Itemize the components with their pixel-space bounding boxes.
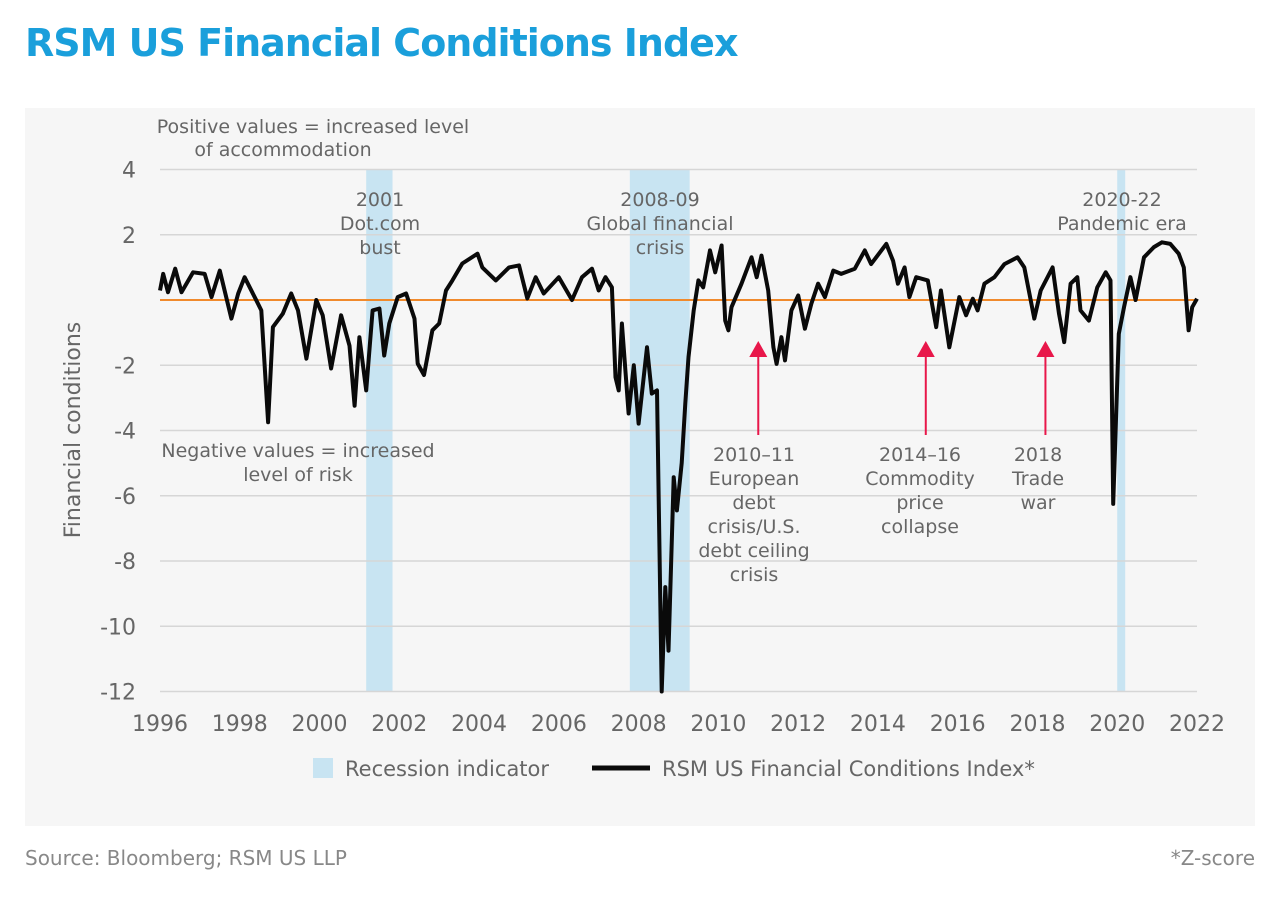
legend: Recession indicator RSM US Financial Con… [313, 757, 1035, 781]
x-tick-labels: 1996 1998 2000 2002 2004 2006 2008 2010 2012 2014… [132, 712, 1225, 737]
x-tick-label: 2010 [690, 712, 746, 737]
legend-swatch-recession [313, 758, 333, 778]
x-tick-label: 2000 [292, 712, 348, 737]
arrow-head-icon [1036, 341, 1055, 357]
annotation-gfc: 2008-09 Global financial crisis [587, 189, 734, 259]
y-tick-label: -6 [114, 485, 136, 510]
y-tick-label: -8 [114, 550, 136, 575]
annotation-european-debt: 2010–11 European debt crisis/U.S. debt ceili… [698, 444, 809, 586]
legend-label-fci: RSM US Financial Conditions Index* [662, 757, 1035, 781]
x-tick-label: 2002 [371, 712, 427, 737]
y-tick-label: 2 [122, 224, 136, 249]
annotation-negative: Negative values = increased level of risk [161, 440, 434, 486]
annotation-positive: Positive values = increased level of acco… [157, 116, 469, 161]
y-axis-label: Financial conditions [61, 322, 86, 539]
annotation-pandemic: 2020-22 Pandemic era [1057, 189, 1186, 235]
source-note: Source: Bloomberg; RSM US LLP [25, 846, 347, 870]
zscore-note: *Z-score [1171, 846, 1255, 870]
legend-label-recession: Recession indicator [345, 757, 549, 781]
x-tick-label: 2022 [1169, 712, 1225, 737]
x-tick-label: 2012 [770, 712, 826, 737]
x-tick-label: 1996 [132, 712, 188, 737]
series-line-fci [158, 240, 1199, 694]
annotation-commodity: 2014–16 Commodity price collapse [865, 444, 975, 538]
x-tick-label: 2014 [850, 712, 906, 737]
x-tick-label: 2016 [930, 712, 986, 737]
arrow-head-icon [916, 341, 935, 357]
annotation-dotcom: 2001 Dot.com bust [340, 189, 420, 259]
y-tick-label: -4 [114, 420, 136, 445]
y-tick-label: -12 [100, 681, 136, 706]
x-tick-label: 2006 [531, 712, 587, 737]
x-tick-label: 2004 [451, 712, 507, 737]
page-title: RSM US Financial Conditions Index [25, 21, 738, 65]
arrow-head-icon [749, 341, 768, 357]
x-tick-label: 2018 [1009, 712, 1065, 737]
y-tick-label: -10 [100, 615, 136, 640]
y-tick-labels: 4 2 -2 -4 -6 -8 -10 -12 [100, 159, 136, 706]
y-tick-label: -2 [114, 354, 136, 379]
x-tick-label: 2008 [611, 712, 667, 737]
annotation-arrows [749, 341, 1055, 435]
y-tick-label: 4 [122, 159, 136, 184]
x-tick-label: 1998 [212, 712, 268, 737]
x-tick-label: 2020 [1089, 712, 1145, 737]
annotation-trade-war: 2018 Trade war [1011, 444, 1064, 514]
